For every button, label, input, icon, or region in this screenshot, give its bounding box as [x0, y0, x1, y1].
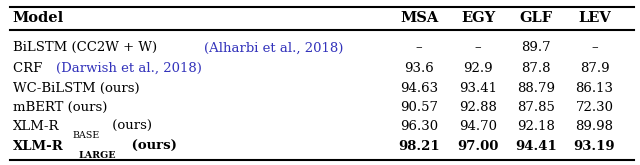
Text: XLM-R: XLM-R	[13, 120, 60, 133]
Text: MSA: MSA	[400, 11, 438, 25]
Text: (Darwish et al., 2018): (Darwish et al., 2018)	[56, 62, 202, 75]
Text: BASE: BASE	[73, 131, 100, 140]
Text: –: –	[475, 41, 481, 54]
Text: CRF: CRF	[13, 62, 46, 75]
Text: mBERT (ours): mBERT (ours)	[13, 101, 107, 114]
Text: (ours): (ours)	[108, 120, 152, 133]
Text: 87.85: 87.85	[517, 101, 556, 114]
Text: 98.21: 98.21	[398, 140, 440, 152]
Text: 86.13: 86.13	[575, 82, 614, 95]
Text: LARGE: LARGE	[78, 151, 116, 160]
Text: Model: Model	[13, 11, 64, 25]
Text: 94.63: 94.63	[400, 82, 438, 95]
Text: 90.57: 90.57	[400, 101, 438, 114]
Text: GLF: GLF	[520, 11, 553, 25]
Text: 94.70: 94.70	[459, 120, 497, 133]
Text: 87.8: 87.8	[522, 62, 551, 75]
Text: LEV: LEV	[578, 11, 611, 25]
Text: 93.6: 93.6	[404, 62, 434, 75]
Text: EGY: EGY	[461, 11, 495, 25]
Text: 92.88: 92.88	[459, 101, 497, 114]
Text: 92.9: 92.9	[463, 62, 493, 75]
Text: –: –	[416, 41, 422, 54]
Text: 93.41: 93.41	[459, 82, 497, 95]
Text: 92.18: 92.18	[517, 120, 556, 133]
Text: BiLSTM (CC2W + W): BiLSTM (CC2W + W)	[13, 41, 161, 54]
Text: (Alharbi et al., 2018): (Alharbi et al., 2018)	[204, 41, 344, 54]
Text: 72.30: 72.30	[575, 101, 614, 114]
Text: 87.9: 87.9	[580, 62, 609, 75]
Text: 89.98: 89.98	[575, 120, 614, 133]
Text: –: –	[591, 41, 598, 54]
Text: XLM-R: XLM-R	[13, 140, 63, 152]
Text: 93.19: 93.19	[573, 140, 616, 152]
Text: (ours): (ours)	[127, 140, 177, 152]
Text: 88.79: 88.79	[517, 82, 556, 95]
Text: 96.30: 96.30	[400, 120, 438, 133]
Text: 97.00: 97.00	[458, 140, 499, 152]
Text: 94.41: 94.41	[515, 140, 557, 152]
Text: 89.7: 89.7	[522, 41, 551, 54]
Text: WC-BiLSTM (ours): WC-BiLSTM (ours)	[13, 82, 140, 95]
